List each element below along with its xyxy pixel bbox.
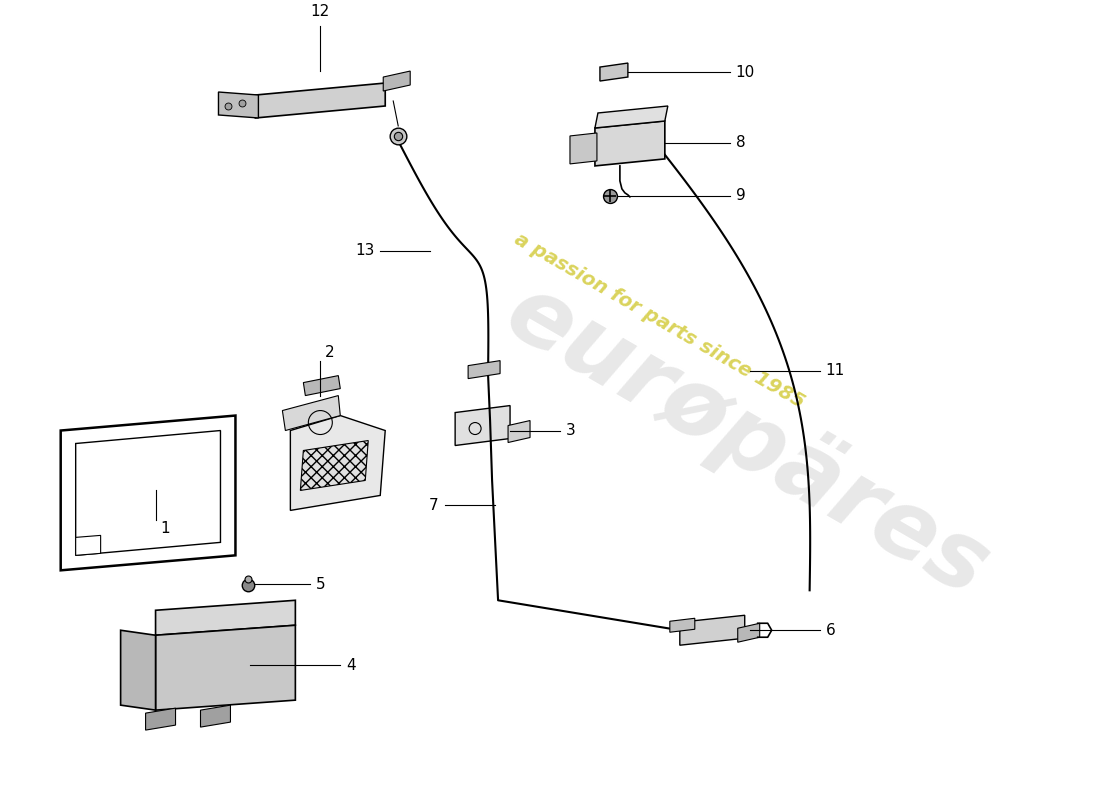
Polygon shape	[508, 421, 530, 442]
Polygon shape	[670, 618, 695, 632]
Polygon shape	[76, 430, 220, 555]
Text: 3: 3	[566, 423, 575, 438]
Polygon shape	[570, 133, 597, 164]
Text: 13: 13	[355, 243, 374, 258]
Text: 6: 6	[826, 622, 835, 638]
Polygon shape	[290, 415, 385, 510]
Polygon shape	[455, 406, 510, 446]
Polygon shape	[219, 92, 258, 118]
Text: 5: 5	[317, 577, 326, 592]
Text: 10: 10	[736, 65, 755, 79]
Text: 7: 7	[429, 498, 438, 513]
Polygon shape	[60, 415, 235, 570]
Text: 1: 1	[161, 521, 170, 536]
Text: 8: 8	[736, 135, 746, 150]
Polygon shape	[469, 361, 500, 378]
Polygon shape	[145, 708, 176, 730]
Polygon shape	[595, 121, 664, 166]
Polygon shape	[304, 376, 340, 395]
Text: eurøpäres: eurøpäres	[490, 265, 1005, 617]
Polygon shape	[738, 623, 760, 642]
Polygon shape	[121, 630, 155, 710]
Text: 4: 4	[346, 658, 356, 673]
Polygon shape	[283, 395, 340, 430]
Polygon shape	[600, 63, 628, 81]
Text: 11: 11	[826, 363, 845, 378]
Polygon shape	[680, 615, 745, 646]
Text: 12: 12	[310, 4, 330, 19]
Text: a passion for parts since 1985: a passion for parts since 1985	[512, 230, 808, 412]
Polygon shape	[300, 441, 368, 490]
Polygon shape	[155, 626, 296, 710]
Text: 9: 9	[736, 188, 746, 203]
Polygon shape	[595, 106, 668, 128]
Polygon shape	[76, 535, 100, 555]
Polygon shape	[155, 600, 296, 635]
Polygon shape	[200, 705, 231, 727]
Polygon shape	[255, 83, 385, 118]
Polygon shape	[383, 71, 410, 91]
Text: 2: 2	[326, 345, 334, 360]
